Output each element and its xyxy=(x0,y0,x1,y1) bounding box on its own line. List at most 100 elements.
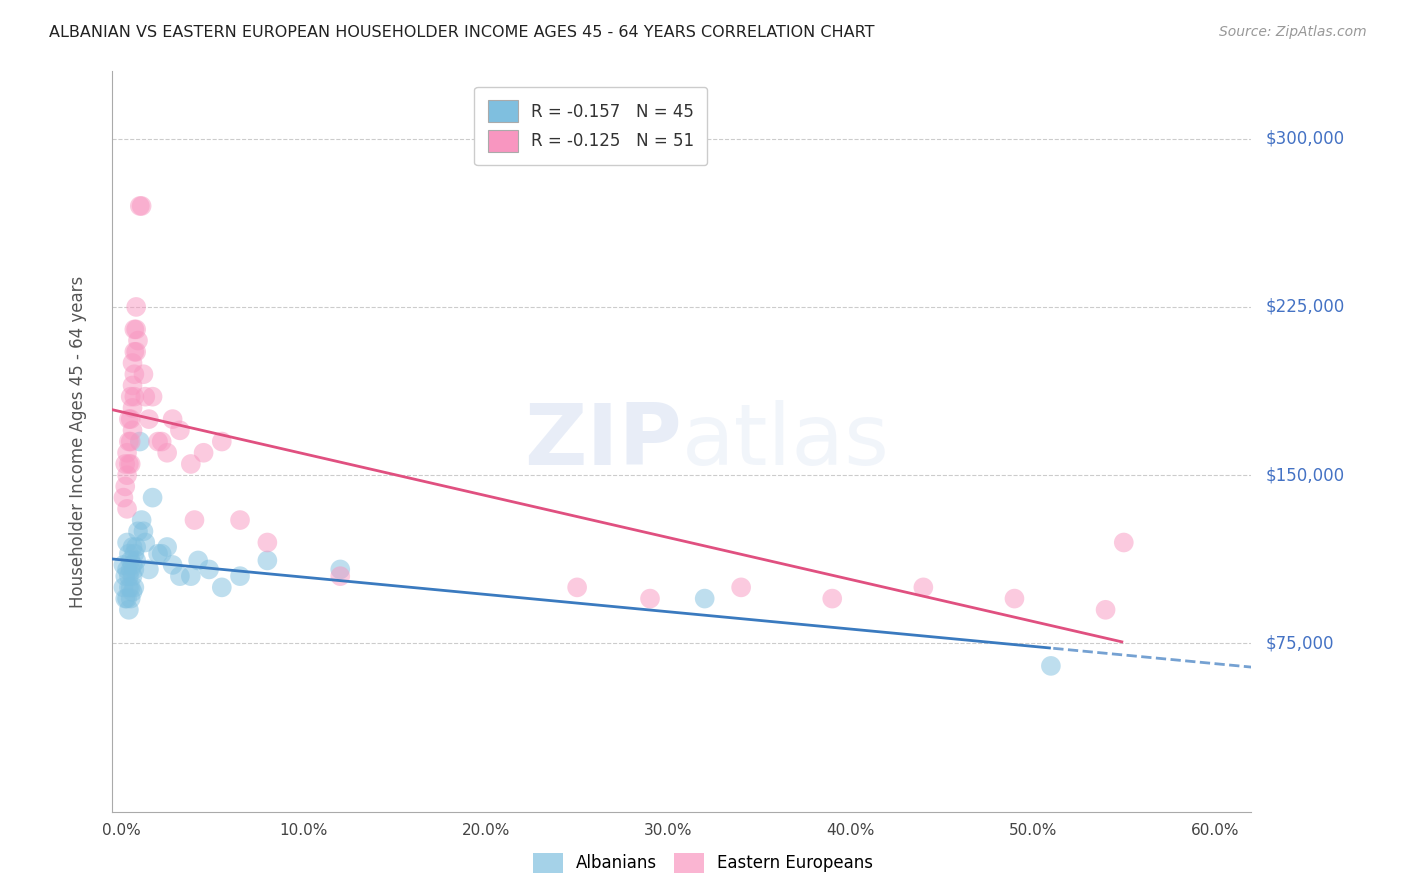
Text: Source: ZipAtlas.com: Source: ZipAtlas.com xyxy=(1219,25,1367,39)
Point xyxy=(187,553,209,567)
Point xyxy=(1094,603,1116,617)
Point xyxy=(124,562,146,576)
Point xyxy=(120,457,142,471)
Point xyxy=(183,513,205,527)
Text: $225,000: $225,000 xyxy=(1265,298,1344,316)
Point xyxy=(120,390,142,404)
Point xyxy=(565,580,588,594)
Point xyxy=(211,580,233,594)
Point xyxy=(120,553,142,567)
Point xyxy=(121,378,143,392)
Point xyxy=(118,603,141,617)
Point xyxy=(132,524,155,539)
Point xyxy=(180,457,202,471)
Point xyxy=(125,322,148,336)
Point xyxy=(156,446,179,460)
Point xyxy=(118,547,141,561)
Point xyxy=(127,334,149,348)
Text: $300,000: $300,000 xyxy=(1265,129,1344,148)
Point xyxy=(128,434,150,449)
Point xyxy=(125,344,148,359)
Point xyxy=(118,457,141,471)
Point xyxy=(134,535,156,549)
Point xyxy=(150,547,173,561)
Point xyxy=(114,479,136,493)
Point xyxy=(120,562,142,576)
Point xyxy=(112,558,135,572)
Text: ALBANIAN VS EASTERN EUROPEAN HOUSEHOLDER INCOME AGES 45 - 64 YEARS CORRELATION C: ALBANIAN VS EASTERN EUROPEAN HOUSEHOLDER… xyxy=(49,25,875,40)
Point xyxy=(912,580,935,594)
Point xyxy=(121,558,143,572)
Point xyxy=(329,569,352,583)
Point xyxy=(115,468,138,483)
Point xyxy=(124,390,146,404)
Point xyxy=(162,412,184,426)
Point xyxy=(132,368,155,382)
Point xyxy=(146,434,169,449)
Point xyxy=(821,591,844,606)
Point xyxy=(121,401,143,415)
Point xyxy=(1004,591,1026,606)
Point xyxy=(329,562,352,576)
Point xyxy=(120,580,142,594)
Point xyxy=(125,300,148,314)
Point xyxy=(121,540,143,554)
Point xyxy=(121,423,143,437)
Point xyxy=(256,553,278,567)
Point xyxy=(124,547,146,561)
Point xyxy=(730,580,752,594)
Point xyxy=(112,580,135,594)
Point xyxy=(146,547,169,561)
Point xyxy=(138,562,160,576)
Point xyxy=(120,412,142,426)
Point xyxy=(124,344,146,359)
Point xyxy=(134,390,156,404)
Point xyxy=(180,569,202,583)
Point xyxy=(112,491,135,505)
Point xyxy=(193,446,215,460)
Point xyxy=(120,434,142,449)
Point xyxy=(169,423,191,437)
Text: $75,000: $75,000 xyxy=(1265,634,1334,652)
Point xyxy=(124,322,146,336)
Point xyxy=(1039,659,1062,673)
Point xyxy=(115,501,138,516)
Point xyxy=(256,535,278,549)
Point xyxy=(693,591,716,606)
Point xyxy=(121,356,143,370)
Point xyxy=(142,390,165,404)
Point xyxy=(118,434,141,449)
Point xyxy=(638,591,661,606)
Point xyxy=(121,569,143,583)
Point xyxy=(162,558,184,572)
Point xyxy=(138,412,160,426)
Point xyxy=(120,591,142,606)
Text: atlas: atlas xyxy=(682,400,890,483)
Point xyxy=(121,585,143,599)
Point xyxy=(118,412,141,426)
Point xyxy=(198,562,221,576)
Point xyxy=(124,368,146,382)
Point xyxy=(127,524,149,539)
Point xyxy=(142,491,165,505)
Legend: R = -0.157   N = 45, R = -0.125   N = 51: R = -0.157 N = 45, R = -0.125 N = 51 xyxy=(474,87,707,165)
Point xyxy=(124,580,146,594)
Point xyxy=(115,535,138,549)
Point xyxy=(128,199,150,213)
Point xyxy=(131,513,153,527)
Point xyxy=(115,562,138,576)
Point xyxy=(115,591,138,606)
Point xyxy=(114,569,136,583)
Point xyxy=(131,199,153,213)
Point xyxy=(114,457,136,471)
Point xyxy=(1112,535,1135,549)
Point xyxy=(156,540,179,554)
Point xyxy=(125,540,148,554)
Text: $150,000: $150,000 xyxy=(1265,467,1344,484)
Y-axis label: Householder Income Ages 45 - 64 years: Householder Income Ages 45 - 64 years xyxy=(69,276,87,607)
Point xyxy=(169,569,191,583)
Point xyxy=(125,553,148,567)
Point xyxy=(115,446,138,460)
Point xyxy=(118,580,141,594)
Legend: Albanians, Eastern Europeans: Albanians, Eastern Europeans xyxy=(526,847,880,880)
